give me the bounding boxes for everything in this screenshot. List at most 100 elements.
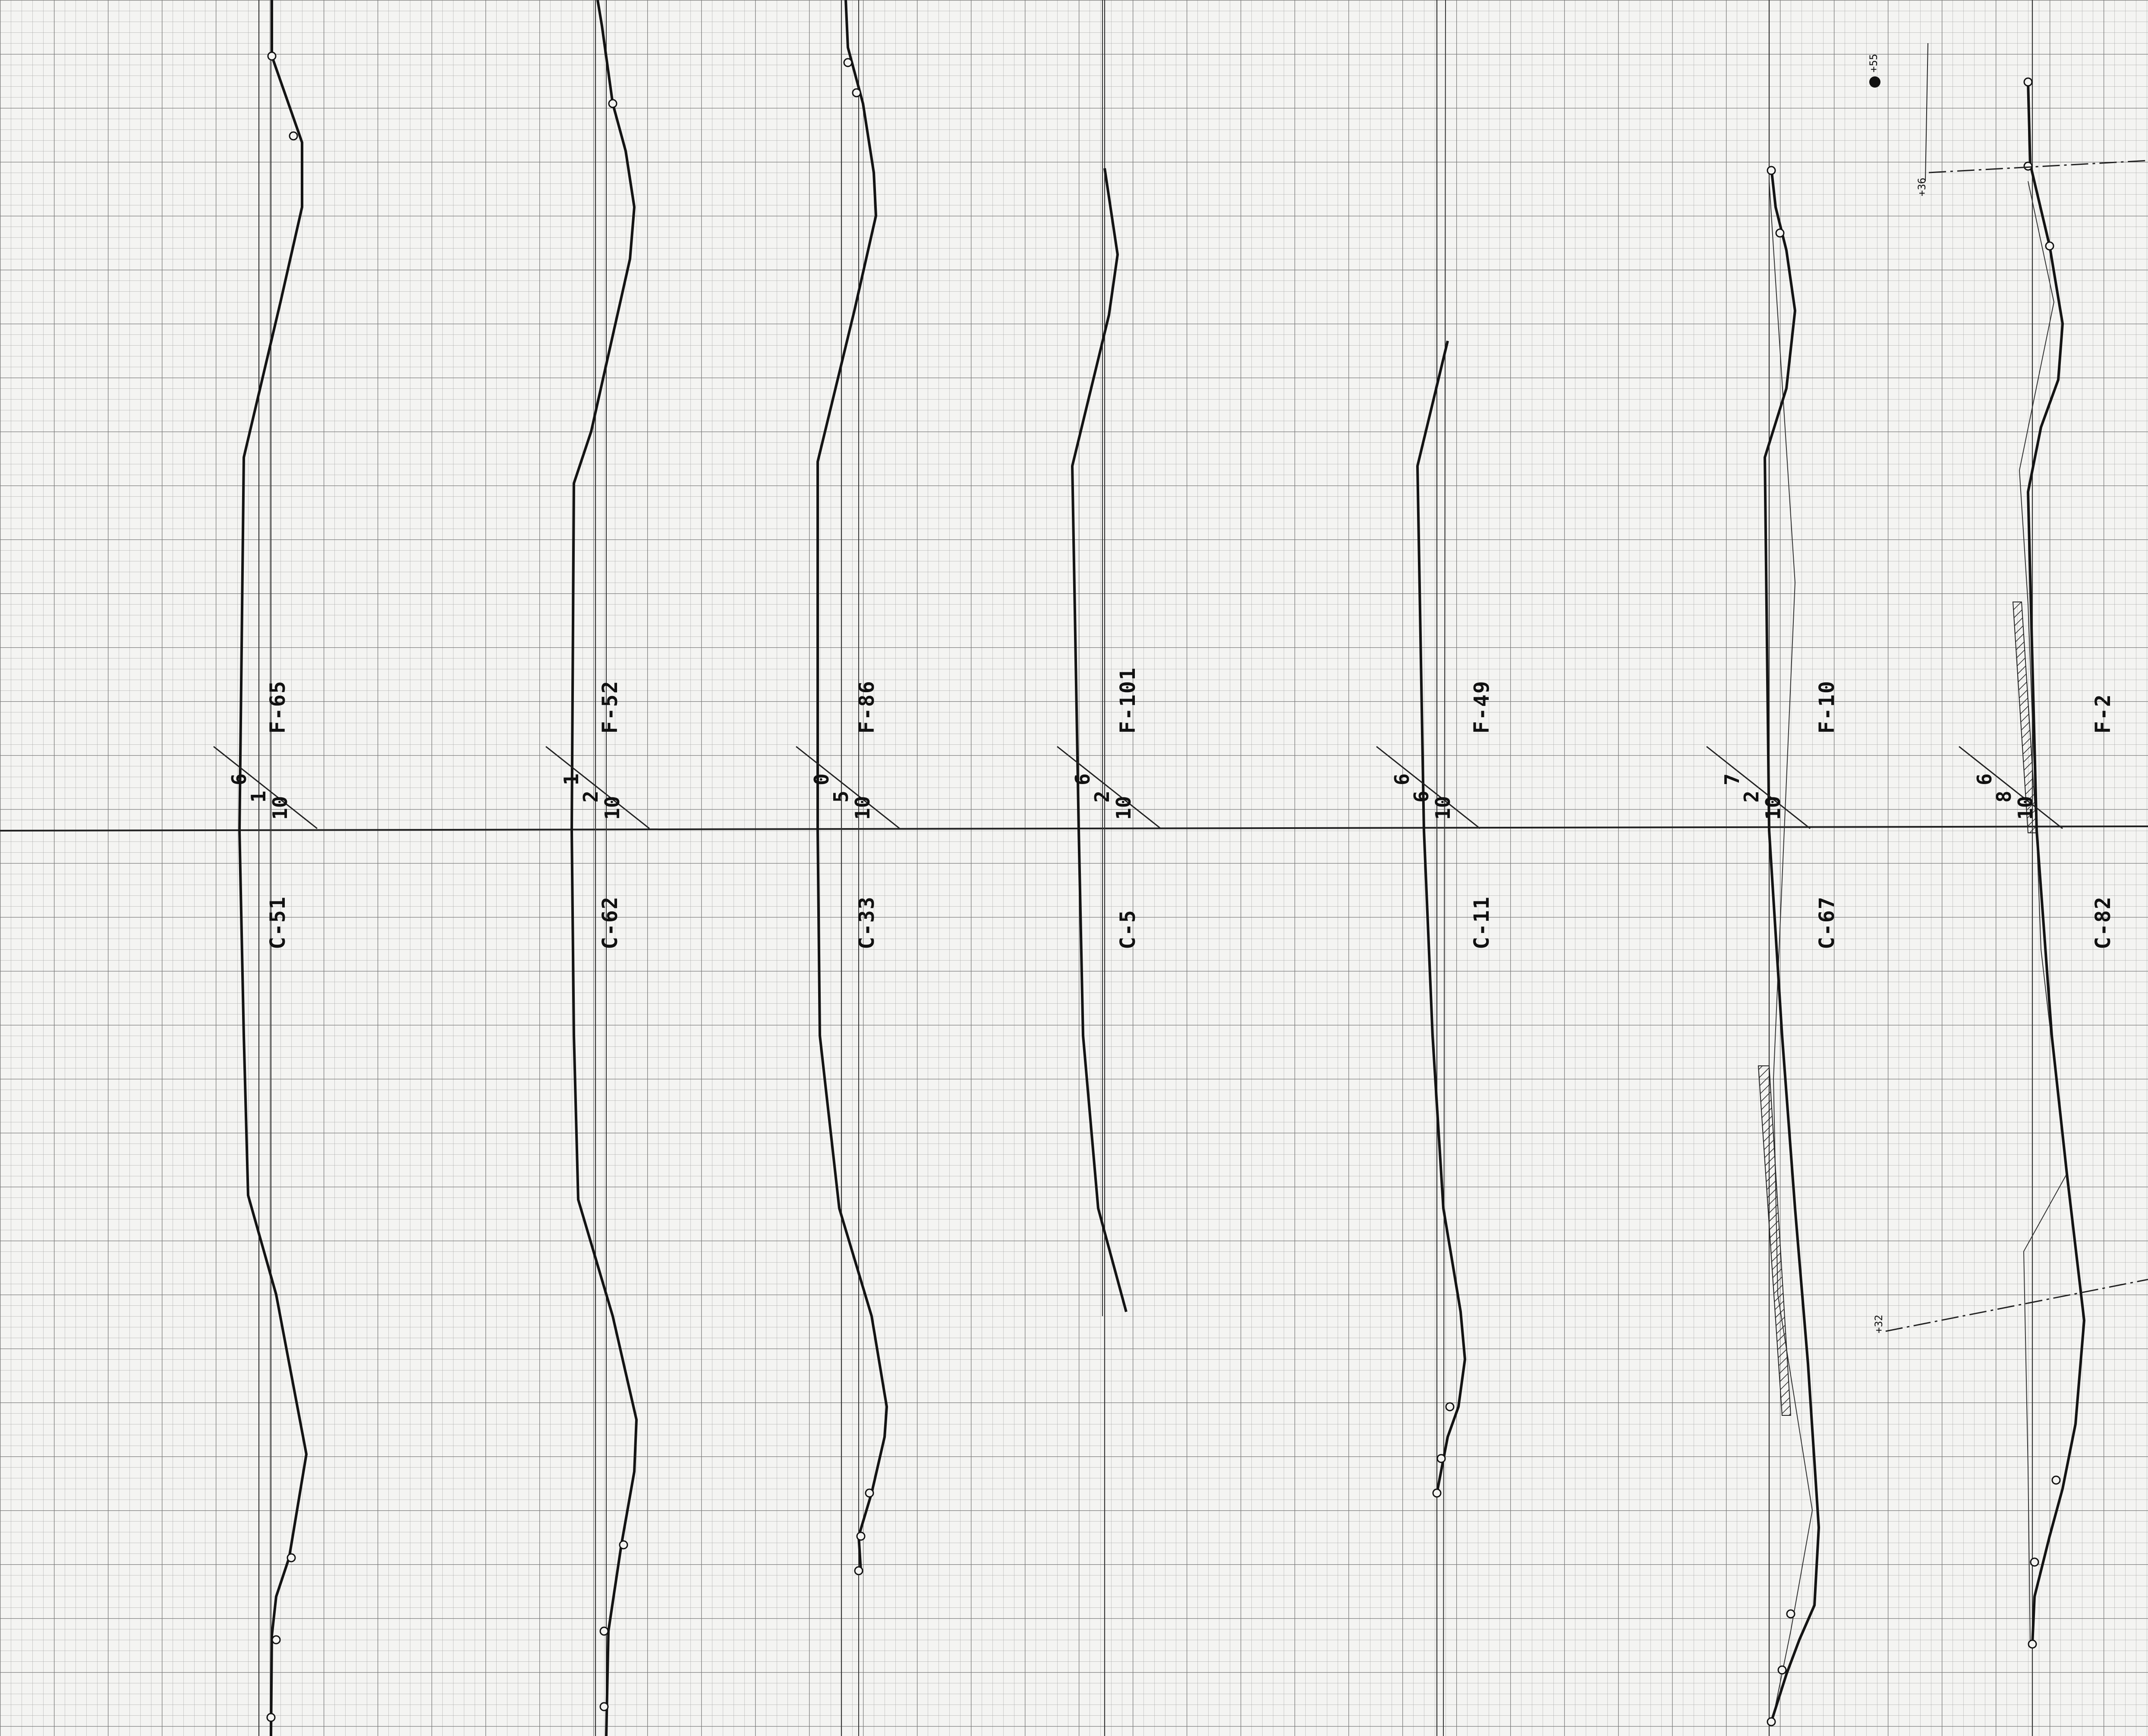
design-profile-line xyxy=(2027,82,2085,1645)
ratio-top: 10 xyxy=(2014,796,2037,820)
ratio-bottom: 1 xyxy=(560,773,583,785)
upper-section-label: F-2 xyxy=(2091,693,2115,734)
survey-point xyxy=(852,88,861,98)
survey-point xyxy=(2051,1475,2061,1485)
ratio-top: 10 xyxy=(601,796,624,820)
survey-point xyxy=(287,1553,296,1563)
section-s7: F-2 C-82 108 6 xyxy=(1959,0,2115,1736)
survey-point xyxy=(608,99,617,108)
existing-ground-line xyxy=(1443,0,1446,1736)
ratio-slash xyxy=(213,746,318,829)
ratio-mid: 6 xyxy=(1410,791,1433,803)
upper-section-label: F-65 xyxy=(266,680,290,734)
ratio-slash xyxy=(796,746,900,829)
lower-section-label: C-67 xyxy=(1815,896,1839,949)
ratio-bottom: 0 xyxy=(810,773,833,785)
ratio-bottom: 6 xyxy=(1390,773,1414,785)
survey-point xyxy=(1777,1665,1787,1675)
ratio-mid: 8 xyxy=(1992,791,2016,803)
right-elev-upper: +36 xyxy=(1916,178,1928,196)
ratio-slash xyxy=(1057,746,1161,829)
design-profile-line xyxy=(1764,168,1820,1722)
centerline xyxy=(0,825,2148,832)
ratio-mid: 1 xyxy=(247,791,270,803)
upper-section-label: F-10 xyxy=(1815,680,1839,734)
ratio-mid: 5 xyxy=(829,791,853,803)
ratio-bottom: 6 xyxy=(1973,773,1996,785)
survey-point xyxy=(1445,1402,1455,1411)
hatched-fill-zone xyxy=(1757,1065,1792,1416)
design-profile-line xyxy=(1071,168,1128,1312)
survey-point xyxy=(289,131,298,141)
survey-point xyxy=(865,1488,874,1498)
ratio-bottom: 7 xyxy=(1720,773,1744,785)
lower-section-label: C-33 xyxy=(855,896,879,949)
survey-point xyxy=(2045,241,2054,251)
sections-layer: F-65C-511016F-52C-621021F-86C-331050F-10… xyxy=(213,0,2115,1736)
section-s6: F-10 C-67 102 7 xyxy=(1706,0,1839,1736)
survey-point xyxy=(843,58,853,67)
survey-point xyxy=(1786,1609,1795,1619)
design-profile-line xyxy=(816,0,888,1571)
upper-section-label: F-86 xyxy=(855,680,879,734)
section-s2: F-52 C-62 102 1 xyxy=(545,0,650,1736)
ratio-bottom: 6 xyxy=(227,773,251,785)
ratio-slash xyxy=(545,746,650,829)
survey-point xyxy=(619,1540,628,1550)
survey-point-marker xyxy=(1869,76,1880,88)
survey-point xyxy=(1767,166,1776,175)
elevation-line-lower xyxy=(1885,1279,2148,1332)
ratio-mid: 2 xyxy=(1740,791,1763,803)
ratio-top: 10 xyxy=(1761,796,1785,820)
vertical-tick-line xyxy=(1925,43,1928,182)
ratio-annotation: 101 6 xyxy=(213,746,318,829)
lower-section-label: C-62 xyxy=(598,896,622,949)
ratio-slash xyxy=(1376,746,1480,829)
survey-point xyxy=(2030,1557,2039,1567)
ratio-slash xyxy=(1706,746,1811,829)
ratio-annotation: 102 7 xyxy=(1706,746,1811,829)
ratio-mid: 2 xyxy=(579,791,602,803)
section-s4: F-101 C-5 102 6 xyxy=(1057,0,1161,1736)
ratio-annotation: 102 6 xyxy=(1057,746,1161,829)
lower-section-label: C-11 xyxy=(1470,896,1494,949)
ratio-mid: 2 xyxy=(1090,791,1114,803)
ratio-top: 10 xyxy=(1431,796,1455,820)
survey-point xyxy=(2023,77,2033,87)
design-profile-line xyxy=(570,0,638,1736)
survey-point xyxy=(2023,161,2033,171)
ratio-top: 10 xyxy=(851,796,874,820)
elevation-line-upper xyxy=(1928,160,2148,173)
survey-point xyxy=(854,1566,863,1575)
lower-section-label: C-82 xyxy=(2091,896,2115,949)
survey-point xyxy=(1436,1454,1446,1463)
design-profile-line xyxy=(238,0,308,1736)
survey-point xyxy=(1767,1717,1776,1727)
survey-point xyxy=(1432,1488,1442,1498)
ratio-annotation: 105 0 xyxy=(796,746,900,829)
survey-point xyxy=(2028,1639,2037,1649)
ratio-annotation: 102 1 xyxy=(545,746,650,829)
upper-section-label: F-101 xyxy=(1116,667,1140,734)
right-elev-lower: +32 xyxy=(1873,1315,1885,1333)
upper-section-label: F-52 xyxy=(598,680,622,734)
ratio-slash xyxy=(1959,746,2063,829)
ratio-top: 10 xyxy=(1112,796,1135,820)
survey-point xyxy=(1775,228,1785,238)
lower-section-label: C-51 xyxy=(266,896,290,949)
top-right-mark: +55 xyxy=(1868,54,1880,72)
ratio-bottom: 6 xyxy=(1071,773,1094,785)
ratio-annotation: 108 6 xyxy=(1959,746,2063,829)
top-right-annotation: +55 +36 +32 xyxy=(1868,43,2148,1333)
survey-point xyxy=(599,1702,609,1711)
section-s3: F-86 C-33 105 0 xyxy=(796,0,900,1736)
lower-section-label: C-5 xyxy=(1116,909,1140,949)
section-s1: F-65 C-51 101 6 xyxy=(213,0,318,1736)
survey-point xyxy=(267,51,277,61)
survey-point xyxy=(599,1626,609,1636)
survey-point xyxy=(856,1531,866,1541)
